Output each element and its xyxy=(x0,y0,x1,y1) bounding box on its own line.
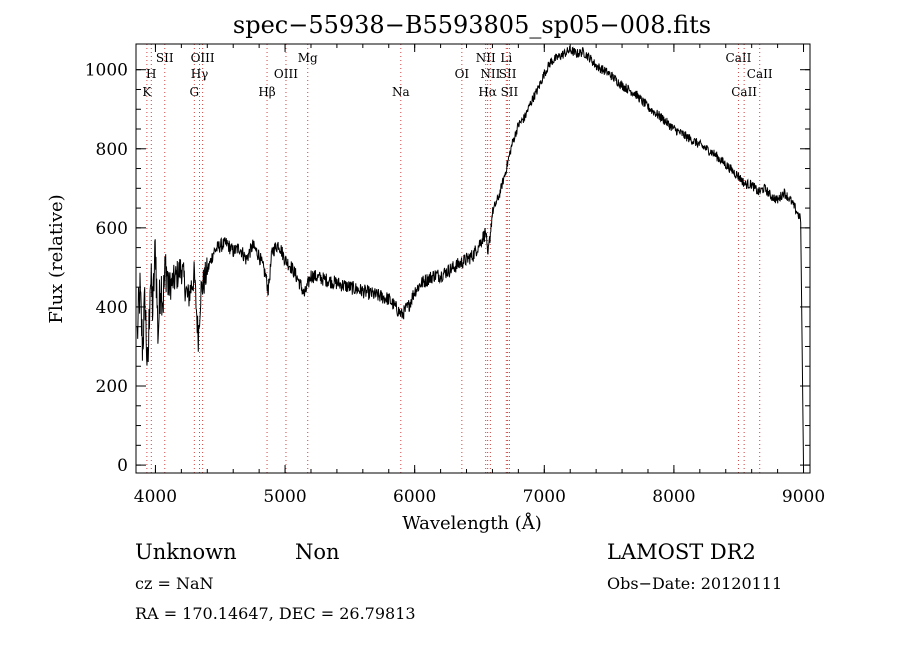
line-label-10: OI xyxy=(455,67,470,81)
line-label-6: Hβ xyxy=(258,85,275,99)
y-tick-label-400: 400 xyxy=(96,298,128,318)
y-tick-label-1000: 1000 xyxy=(85,61,128,81)
y-axis-ticks: 0 200 400 600 800 1000 xyxy=(85,61,810,476)
line-label-19: CaII xyxy=(747,67,773,81)
chart-title: spec−55938−B5593805_sp05−008.fits xyxy=(233,11,711,39)
object-subclass: Non xyxy=(295,540,340,564)
line-label-13: NII xyxy=(480,67,500,81)
line-label-0: K xyxy=(142,85,152,99)
object-class: Unknown xyxy=(135,540,237,564)
line-label-9: Na xyxy=(392,85,410,99)
line-label-14: Li xyxy=(500,51,512,65)
y-tick-label-600: 600 xyxy=(96,219,128,239)
line-label-7: OIII xyxy=(274,67,298,81)
x-tick-label-8000: 8000 xyxy=(652,487,695,507)
line-label-8: Mg xyxy=(298,51,318,65)
line-label-2: SII xyxy=(156,51,174,65)
line-label-12: Hα xyxy=(478,85,497,99)
plot-frame xyxy=(135,43,811,474)
line-label-18: CaII xyxy=(731,85,757,99)
y-tick-label-800: 800 xyxy=(96,140,128,160)
redshift-cz: cz = NaN xyxy=(135,574,214,593)
x-axis-ticks: 4000 5000 6000 7000 8000 9000 xyxy=(134,44,825,507)
y-tick-label-200: 200 xyxy=(96,377,128,397)
line-label-16: SII xyxy=(501,85,519,99)
x-tick-label-7000: 7000 xyxy=(523,487,566,507)
line-label-5: OIII xyxy=(191,51,215,65)
line-label-15: SII xyxy=(499,67,517,81)
x-tick-label-4000: 4000 xyxy=(134,487,177,507)
spectrum-series-line xyxy=(136,45,804,466)
line-label-11: NII xyxy=(476,51,496,65)
coordinates: RA = 170.14647, DEC = 26.79813 xyxy=(135,604,416,623)
x-tick-label-9000: 9000 xyxy=(782,487,825,507)
x-tick-label-5000: 5000 xyxy=(263,487,306,507)
line-label-1: H xyxy=(146,67,156,81)
line-label-4: Hγ xyxy=(191,67,209,81)
survey-name: LAMOST DR2 xyxy=(607,540,756,564)
y-tick-label-0: 0 xyxy=(117,456,128,476)
line-label-3: G xyxy=(190,85,200,99)
line-label-17: CaII xyxy=(726,51,752,65)
x-axis-label: Wavelength (Å) xyxy=(402,512,542,534)
y-axis-label: Flux (relative) xyxy=(46,194,67,323)
spectral-line-markers: KHSIIGHγOIIIHβOIIIMgNaOINIIHαNIILiSIISII… xyxy=(142,44,773,473)
obs-date: Obs−Date: 20120111 xyxy=(607,574,782,593)
x-tick-label-6000: 6000 xyxy=(393,487,436,507)
